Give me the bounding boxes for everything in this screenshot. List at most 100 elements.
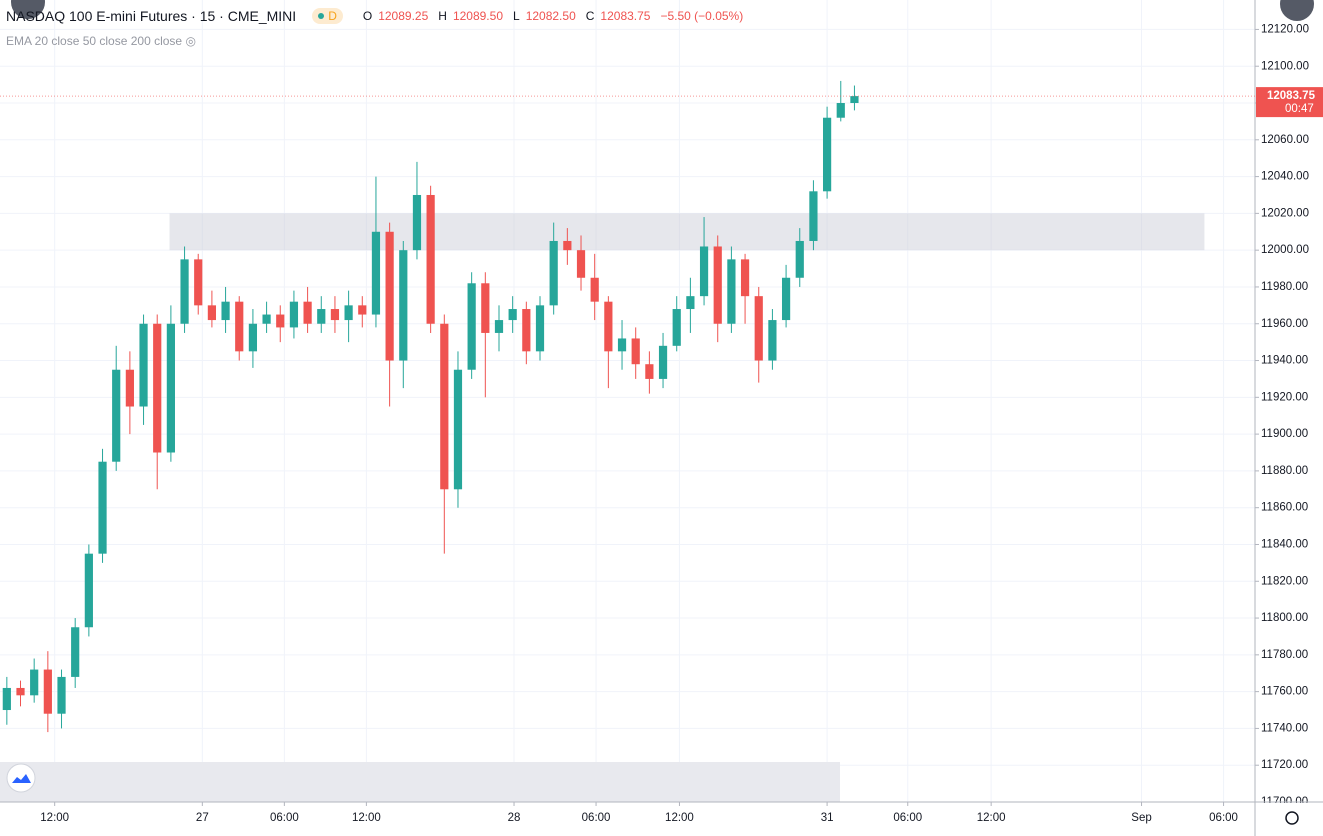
settings-button[interactable]: [1285, 811, 1299, 825]
candle-body: [289, 301, 299, 328]
y-tick-label: 11920.00: [1261, 391, 1308, 403]
indicators[interactable]: EMA 20 close 50 close 200 close ◎: [6, 34, 196, 48]
candle-body: [850, 96, 859, 104]
candle-body: [645, 364, 654, 379]
y-tick-label: 11780.00: [1261, 649, 1308, 661]
x-tick-label: 31: [821, 812, 834, 824]
x-tick-label: 12:00: [352, 812, 381, 824]
candle-body: [125, 369, 134, 407]
ohlc-key: C: [585, 9, 595, 23]
y-tick-label: 11800.00: [1261, 612, 1308, 624]
x-tick-label: 27: [196, 812, 209, 824]
candle-body: [672, 309, 681, 346]
candle-body: [836, 103, 845, 118]
candle-body: [631, 338, 640, 365]
y-tick-label: 11980.00: [1261, 281, 1308, 293]
y-tick-label: 11900.00: [1261, 428, 1308, 440]
last-price-box: [1256, 87, 1323, 118]
candle-body: [426, 194, 435, 324]
timeline-bar: [0, 762, 840, 802]
x-tick-label: 06:00: [893, 812, 922, 824]
y-tick-label: 11940.00: [1261, 355, 1308, 367]
countdown-label: 00:47: [1285, 103, 1314, 115]
candle-body: [781, 277, 791, 321]
y-tick-label: 12000.00: [1261, 244, 1309, 256]
candle-body: [440, 323, 449, 490]
cloud-button[interactable]: [6, 763, 36, 793]
candle-body: [98, 461, 107, 554]
ohlc-value: 12083.75: [600, 9, 651, 23]
indicator-text: EMA 20 close 50 close 200 close: [6, 34, 183, 48]
candle-body: [522, 309, 531, 352]
candle-body: [112, 369, 121, 462]
x-tick-label: 12:00: [665, 812, 694, 824]
candle-body: [166, 323, 175, 453]
candle-body: [371, 231, 381, 315]
candle-body: [713, 246, 722, 324]
y-tick-label: 12020.00: [1261, 207, 1309, 219]
candle-body: [467, 283, 476, 370]
y-tick-label: 11740.00: [1261, 722, 1308, 734]
candle-body: [508, 309, 517, 321]
candle-body: [43, 669, 52, 714]
candle-body: [494, 320, 504, 333]
ohlc-key: O: [362, 9, 373, 23]
y-tick-label: 11840.00: [1261, 539, 1308, 551]
y-tick-label: 12100.00: [1261, 60, 1309, 72]
ohlc-value: 12082.50: [525, 9, 576, 23]
candle-body: [344, 305, 353, 321]
y-tick-label: 11880.00: [1261, 465, 1308, 477]
cloud-icon: [12, 774, 31, 783]
menu-button[interactable]: [11, 0, 45, 19]
candle-body: [481, 283, 490, 333]
candle-body: [686, 296, 695, 310]
candle-body: [658, 345, 668, 379]
candle-body: [84, 553, 93, 628]
candle-body: [385, 231, 394, 361]
candle-body: [71, 627, 80, 677]
x-tick-label: 06:00: [582, 812, 611, 824]
candle-body: [768, 320, 777, 361]
y-tick-label: 11860.00: [1261, 502, 1308, 514]
candle-body: [2, 687, 11, 711]
ohlc-key: L: [513, 9, 520, 23]
axis-corner: [1256, 803, 1323, 836]
candle-body: [822, 117, 832, 192]
symbol-title[interactable]: NASDAQ 100 E-mini Futures · 15 · CME_MIN…: [6, 8, 297, 24]
candle-body: [276, 314, 285, 328]
status-badge: D: [312, 8, 343, 24]
candle-body: [795, 240, 804, 278]
expand-button[interactable]: [1280, 0, 1314, 21]
change: −5.50 (−0.05%): [660, 9, 744, 23]
x-tick-label: 06:00: [1209, 812, 1238, 824]
y-tick-label: 11820.00: [1261, 575, 1308, 587]
candle-body: [180, 259, 189, 324]
candle-body: [153, 323, 162, 453]
candle-body: [57, 676, 66, 714]
candle-body: [248, 323, 258, 352]
candle-body: [617, 338, 627, 352]
candle-body: [399, 250, 408, 361]
candle-body: [453, 369, 463, 490]
price-zone: [169, 213, 1205, 251]
candle-body: [535, 305, 545, 352]
candle-body: [262, 314, 271, 324]
ohlc-key: H: [438, 9, 447, 23]
candle-body: [235, 301, 244, 352]
y-tick-label: 12040.00: [1261, 171, 1309, 183]
candle-body: [563, 240, 572, 251]
candle-body: [139, 323, 148, 407]
x-tick-label: 12:00: [40, 812, 69, 824]
candle-body: [30, 669, 39, 696]
candle-body: [699, 246, 709, 297]
candle-body: [221, 301, 230, 321]
y-tick-label: 11760.00: [1261, 686, 1308, 698]
candle-body: [16, 687, 25, 696]
candle-body: [727, 259, 736, 324]
y-tick-label: 12120.00: [1261, 23, 1309, 35]
legend-header: NASDAQ 100 E-mini Futures · 15 · CME_MIN…: [6, 8, 747, 24]
candle-body: [358, 305, 367, 315]
candle-body: [590, 277, 599, 302]
